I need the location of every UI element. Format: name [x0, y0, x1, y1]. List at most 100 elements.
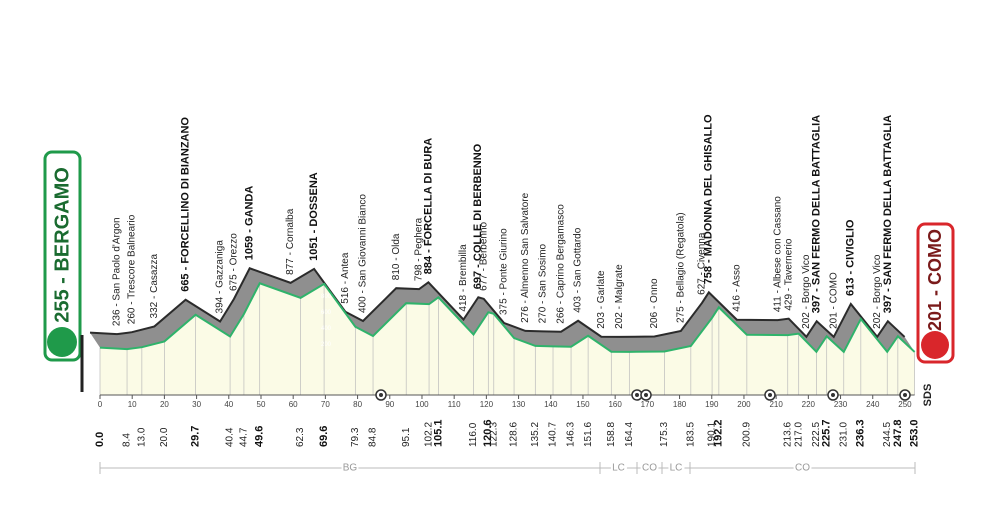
y-tick-label: 200 — [321, 342, 332, 348]
km-label: 44.7 — [239, 427, 250, 447]
x-tick-label: 170 — [641, 400, 655, 409]
km-label: 183.5 — [685, 422, 696, 447]
x-tick-label: 100 — [415, 400, 429, 409]
x-tick-label: 60 — [289, 400, 298, 409]
x-tick-label: 120 — [480, 400, 494, 409]
waypoint-label: 203 - Garlate — [596, 270, 607, 329]
km-label: 158.8 — [606, 422, 617, 447]
x-tick-label: 210 — [769, 400, 783, 409]
km-label: 8.4 — [122, 433, 133, 447]
waypoint-label: 516 - Antea — [340, 252, 351, 304]
x-tick-label: 80 — [353, 400, 362, 409]
zone-label: LC — [612, 463, 625, 474]
route-icon-dot — [644, 393, 648, 397]
km-label: 192.2 — [713, 419, 725, 447]
waypoint-label: 697 - COLLE DI BERBENNO — [472, 143, 484, 289]
km-label: 213.6 — [782, 422, 793, 447]
km-label: 105.1 — [432, 419, 444, 447]
km-label: 13.0 — [136, 427, 147, 447]
route-icon-dot — [635, 393, 639, 397]
waypoint-label: 1059 - GANDA — [244, 186, 256, 261]
x-tick-label: 110 — [448, 400, 461, 409]
waypoint-label: 236 - San Paolo d'Argon — [112, 217, 123, 326]
km-label: 244.5 — [882, 422, 893, 447]
profile-line — [99, 282, 916, 354]
y-tick-label: 600 — [321, 310, 332, 316]
km-label: 49.6 — [254, 426, 266, 447]
waypoint-label: 418 - Brembilla — [458, 244, 469, 312]
waypoint-label: 665 - FORCELLINO DI BIANZANO — [180, 117, 192, 292]
km-label: 84.8 — [368, 427, 379, 447]
waypoint-label: 397 - SAN FERMO DELLA BATTAGLIA — [811, 115, 823, 313]
waypoint-label: 202 - Borgo Vico — [872, 254, 883, 329]
zone-label: CO — [795, 463, 810, 474]
x-tick-label: 90 — [385, 400, 394, 409]
route-icon-dot — [768, 393, 772, 397]
x-tick-label: 220 — [802, 400, 816, 409]
route-icon-dot — [903, 393, 907, 397]
km-label: 102.2 — [424, 422, 435, 447]
x-tick-label: 50 — [257, 400, 266, 409]
km-label: 20.0 — [159, 427, 170, 447]
km-label: 116.0 — [468, 422, 479, 447]
start-label: 255 - BERGAMO — [51, 167, 73, 323]
start-badge — [43, 150, 84, 392]
waypoint-label: 260 - Trescore Balneario — [126, 214, 137, 324]
km-label: 231.0 — [838, 422, 849, 447]
x-tick-label: 140 — [544, 400, 558, 409]
y-tick-label: 400 — [321, 326, 332, 332]
profile-face — [100, 283, 915, 395]
waypoint-label: 276 - Almenno San Salvatore — [520, 192, 531, 323]
waypoint-label: 884 - FORCELLA DI BURA — [422, 138, 434, 275]
finish-icon — [921, 331, 949, 359]
start-icon — [47, 327, 77, 357]
x-tick-label: 180 — [673, 400, 687, 409]
km-label: 69.6 — [318, 426, 330, 447]
x-tick-label: 130 — [512, 400, 526, 409]
profile-ridge — [89, 267, 906, 339]
km-label: 79.3 — [350, 427, 361, 447]
km-label: 0.0 — [94, 432, 106, 447]
km-label: 146.3 — [566, 422, 577, 447]
zone-label: CO — [642, 463, 657, 474]
waypoint-label: 275 - Bellagio (Regatola) — [675, 212, 686, 323]
waypoint-label: 332 - Casazza — [149, 254, 160, 319]
finish-frame — [916, 222, 955, 364]
x-tick-label: 230 — [834, 400, 848, 409]
km-label: 236.3 — [855, 419, 867, 447]
km-label: 140.7 — [548, 422, 559, 447]
waypoint-label: 416 - Asso — [731, 264, 742, 312]
x-tick-label: 0 — [98, 400, 103, 409]
route-icon-dot — [379, 393, 383, 397]
finish-label: 201 - COMO — [925, 229, 945, 331]
km-label: 225.7 — [821, 419, 833, 447]
waypoint-label: 270 - San Sosimo — [538, 243, 549, 323]
x-tick-label: 250 — [898, 400, 912, 409]
km-label: 122.3 — [488, 422, 499, 447]
y-tick-label: 800 — [321, 294, 332, 300]
x-tick-label: 70 — [321, 400, 330, 409]
x-tick-label: 240 — [866, 400, 880, 409]
route-icon-dot — [831, 393, 835, 397]
waypoint-label: 266 - Caprino Bergamasco — [556, 204, 567, 324]
waypoint-label: 798 - Peghera — [414, 217, 425, 281]
x-tick-label: 30 — [192, 400, 201, 409]
waypoint-label: 202 - Borgo Vico — [801, 254, 812, 329]
km-label: 200.9 — [741, 422, 752, 447]
waypoint-label: 206 - Onno — [649, 278, 660, 328]
start-frame — [43, 150, 82, 362]
km-label: 135.2 — [530, 422, 541, 447]
x-tick-label: 40 — [224, 400, 233, 409]
km-label: 217.0 — [793, 422, 804, 447]
km-label: 29.7 — [190, 426, 202, 447]
waypoint-label: 375 - Ponte Giurino — [499, 228, 510, 315]
waypoint-label: 675 - Orezzo — [229, 233, 240, 291]
km-label: 190.1 — [707, 422, 718, 447]
x-tick-label: 200 — [737, 400, 751, 409]
waypoint-label: 400 - San Giovanni Bianco — [358, 194, 369, 313]
finish-badge — [916, 222, 955, 364]
waypoint-label: 201 - COMO — [828, 272, 839, 329]
waypoint-label: 429 - Tavernerio — [783, 238, 794, 311]
x-tick-label: 160 — [608, 400, 622, 409]
